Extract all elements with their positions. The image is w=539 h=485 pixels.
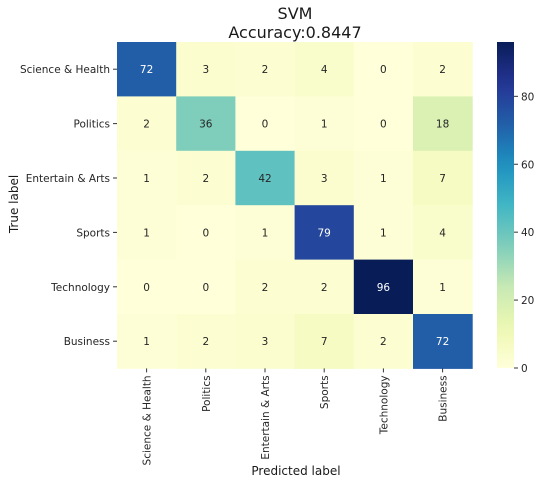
heatmap-cell	[117, 259, 177, 315]
heatmap-cell	[235, 259, 296, 315]
heatmap-cell	[413, 42, 473, 97]
cell-value-label: 1	[143, 227, 150, 239]
x-axis-title: Predicted label	[251, 464, 340, 478]
cell-value-label: 42	[258, 173, 271, 185]
heatmap-cell	[413, 205, 473, 261]
cell-value-label: 2	[439, 64, 446, 76]
y-tick-labels: Science & Health Politics Entertain & Arts…	[20, 64, 117, 348]
heatmap-cell	[117, 314, 177, 369]
heatmap-cell	[413, 150, 473, 206]
x-tick-label: Politics	[201, 375, 213, 412]
x-tick-labels: Science & Health Politics Entertain & Arts…	[142, 368, 450, 465]
cell-value-label: 3	[262, 336, 269, 348]
x-tick-label: Science & Health	[142, 375, 154, 465]
heatmap-cell	[235, 205, 296, 261]
colorbar-ticks: 0 20 40 60 80	[514, 91, 534, 375]
colorbar-tick-label: 80	[521, 91, 534, 103]
heatmap-cell	[413, 314, 473, 369]
cell-value-label: 7	[439, 173, 446, 185]
heatmap-cells: 72 3 2 4 0 22 36 0 1 0 181 2 42 3 1 71 0 1 79 1 40 0 2 2 96 11 2 3 7…	[117, 42, 473, 369]
heatmap-cell	[117, 42, 177, 97]
cell-value-label: 3	[321, 173, 328, 185]
heatmap-cell	[176, 259, 236, 315]
cell-value-label: 0	[202, 227, 209, 239]
heatmap-cell	[353, 205, 414, 261]
heatmap-cell	[117, 96, 177, 152]
y-tick-label: Business	[64, 336, 110, 348]
heatmap-cell	[235, 42, 296, 97]
heatmap-cell	[294, 150, 355, 206]
chart-subtitle: Accuracy:0.8447	[228, 23, 361, 42]
heatmap-cell	[235, 314, 296, 369]
cell-value-label: 72	[140, 64, 153, 76]
cell-value-label: 1	[143, 336, 150, 348]
colorbar-tick-label: 0	[521, 363, 528, 375]
cell-value-label: 18	[436, 119, 449, 131]
cell-value-label: 1	[380, 173, 387, 185]
heatmap-cell	[176, 205, 236, 261]
colorbar-tick-label: 40	[521, 227, 534, 239]
heatmap-cell	[117, 205, 177, 261]
heatmap-cell	[353, 314, 414, 369]
cell-value-label: 1	[380, 227, 387, 239]
y-tick-label: Technology	[50, 282, 110, 294]
heatmap-cell	[413, 259, 473, 315]
y-tick-label: Science & Health	[20, 64, 110, 76]
heatmap-cell	[176, 150, 236, 206]
heatmap-cell	[353, 259, 414, 315]
cell-value-label: 4	[321, 64, 328, 76]
x-tick-label: Technology	[378, 375, 390, 435]
cell-value-label: 0	[380, 119, 387, 131]
cell-value-label: 1	[321, 119, 328, 131]
x-tick-label: Sports	[319, 375, 331, 409]
heatmap-cell	[413, 96, 473, 152]
y-tick-label: Politics	[74, 119, 111, 131]
heatmap-cell	[353, 42, 414, 97]
heatmap-cell	[235, 150, 296, 206]
y-tick-label: Sports	[76, 227, 110, 239]
cell-value-label: 79	[318, 227, 331, 239]
chart-title: SVM	[278, 4, 313, 23]
x-tick-label: Entertain & Arts	[260, 375, 272, 459]
heatmap-cell	[353, 150, 414, 206]
cell-value-label: 0	[380, 64, 387, 76]
cell-value-label: 1	[143, 173, 150, 185]
cell-value-label: 2	[202, 173, 209, 185]
cell-value-label: 2	[143, 119, 150, 131]
heatmap-cell	[117, 150, 177, 206]
x-tick-label: Business	[438, 375, 450, 421]
heatmap-cell	[294, 314, 355, 369]
cell-value-label: 3	[202, 64, 209, 76]
colorbar	[497, 42, 514, 368]
heatmap-cell	[235, 96, 296, 152]
cell-value-label: 2	[380, 336, 387, 348]
cell-value-label: 0	[262, 119, 269, 131]
cell-value-label: 2	[262, 282, 269, 294]
heatmap-cell	[294, 205, 355, 261]
colorbar-tick-label: 20	[521, 295, 534, 307]
cell-value-label: 0	[143, 282, 150, 294]
heatmap-cell	[294, 259, 355, 315]
cell-value-label: 96	[377, 282, 391, 294]
heatmap-cell	[294, 96, 355, 152]
heatmap-cell	[176, 42, 236, 97]
cell-value-label: 72	[436, 336, 449, 348]
y-tick-label: Entertain & Arts	[26, 173, 110, 185]
cell-value-label: 1	[262, 227, 269, 239]
cell-value-label: 2	[262, 64, 269, 76]
heatmap-cell	[294, 42, 355, 97]
y-axis-title: True label	[7, 175, 21, 234]
cell-value-label: 7	[321, 336, 328, 348]
cell-value-label: 36	[199, 119, 213, 131]
cell-value-label: 2	[202, 336, 209, 348]
colorbar-tick-label: 60	[521, 159, 534, 171]
cell-value-label: 2	[321, 282, 328, 294]
heatmap-cell	[353, 96, 414, 152]
cell-value-label: 4	[439, 227, 446, 239]
cell-value-label: 1	[439, 282, 446, 294]
cell-value-label: 0	[202, 282, 209, 294]
heatmap-cell	[176, 314, 236, 369]
heatmap-cell	[176, 96, 236, 152]
